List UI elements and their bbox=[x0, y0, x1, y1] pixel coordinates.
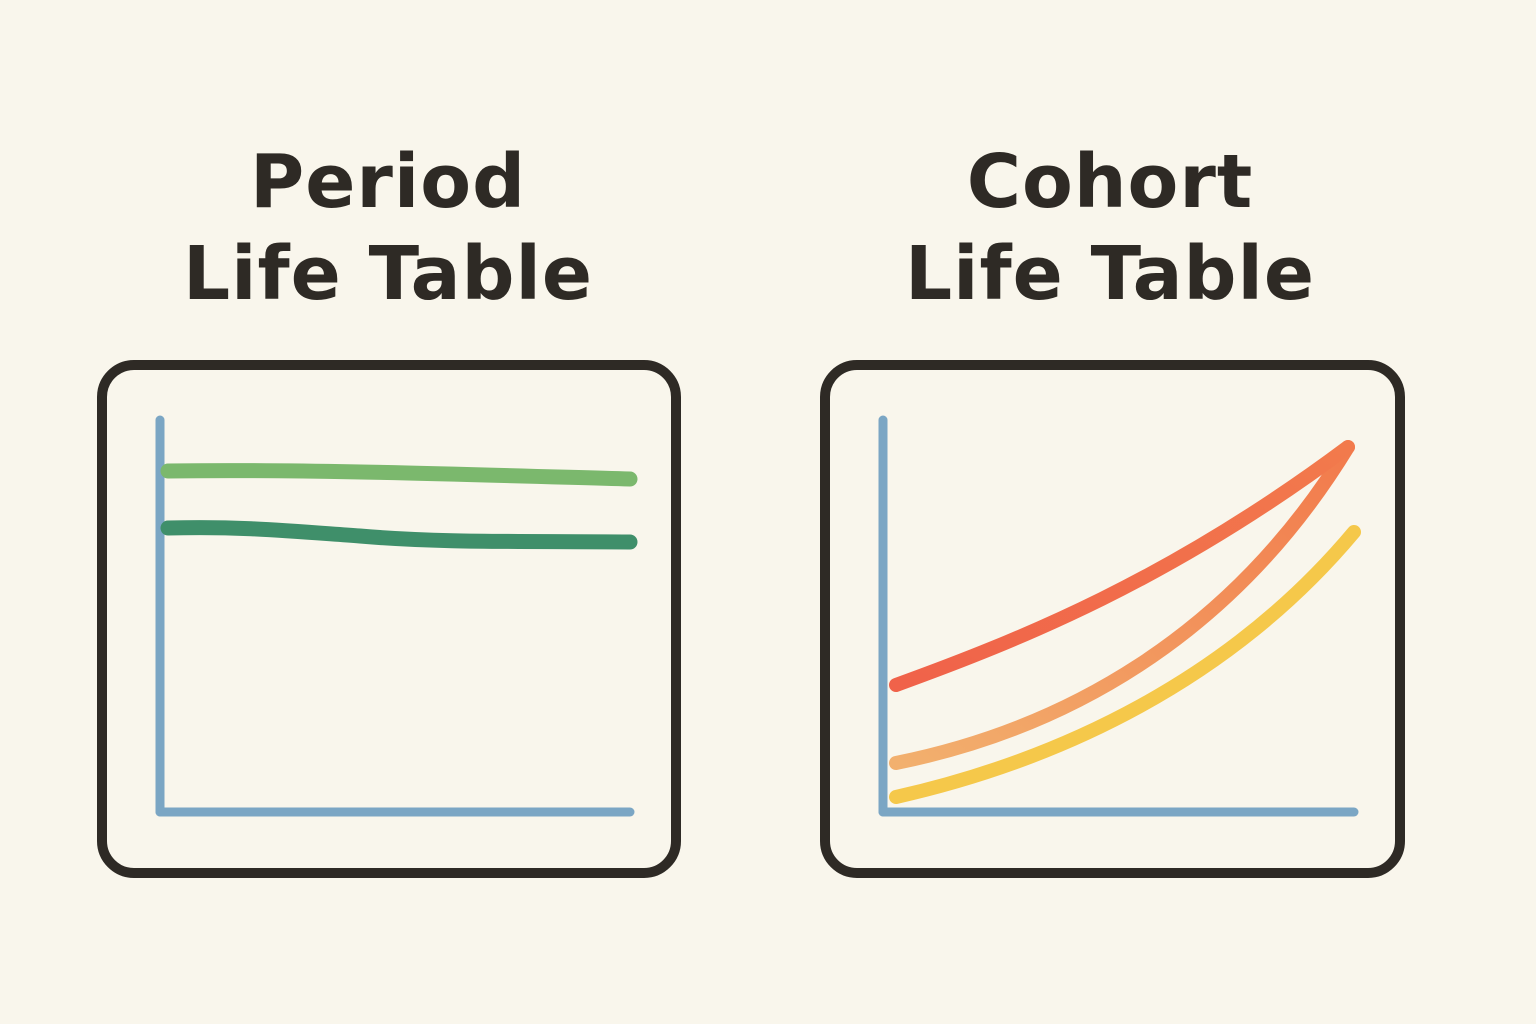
period-panel bbox=[97, 360, 681, 878]
title-line-1: Cohort bbox=[966, 139, 1254, 225]
cohort-curve-orange bbox=[889, 440, 1355, 770]
cohort-panel bbox=[820, 360, 1405, 878]
period-life-table-title: Period Life Table bbox=[68, 136, 708, 320]
cohort-curve-red bbox=[889, 440, 1355, 692]
period-panel-frame bbox=[97, 360, 681, 878]
cohort-panel-frame bbox=[820, 360, 1405, 878]
period-curve-light-green bbox=[160, 463, 638, 487]
cohort-curve-yellow bbox=[889, 525, 1361, 804]
title-line-2: Life Table bbox=[904, 231, 1316, 317]
period-curve-dark-green bbox=[160, 520, 638, 550]
title-line-1: Period bbox=[249, 139, 527, 225]
cohort-life-table-title: Cohort Life Table bbox=[790, 136, 1430, 320]
title-line-2: Life Table bbox=[182, 231, 594, 317]
